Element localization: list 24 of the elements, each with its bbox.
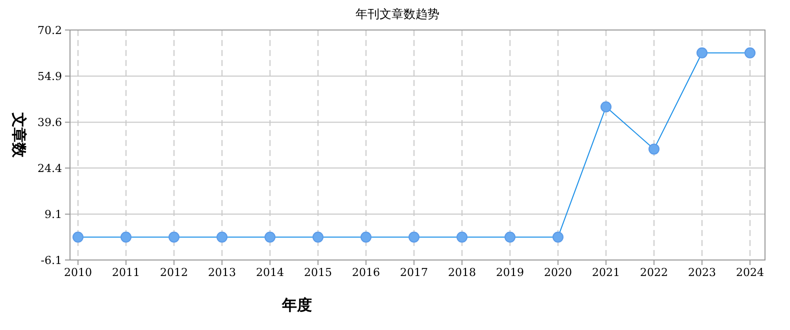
x-tick-label: 2021 bbox=[592, 266, 620, 279]
x-tick-label: 2012 bbox=[160, 266, 188, 279]
x-tick-label: 2018 bbox=[448, 266, 476, 279]
y-tick-label: 9.1 bbox=[44, 208, 62, 222]
x-tick-label: 2020 bbox=[544, 266, 572, 279]
y-tick-label: 70.2 bbox=[38, 24, 62, 37]
y-tick-label: -6.1 bbox=[40, 254, 62, 267]
x-tick-label: 2023 bbox=[688, 266, 716, 279]
x-tick-label: 2010 bbox=[64, 266, 92, 279]
x-tick-label: 2022 bbox=[640, 266, 668, 279]
x-tick-label: 2017 bbox=[400, 266, 428, 279]
x-tick-label: 2013 bbox=[208, 266, 236, 279]
x-axis-title: 年度 bbox=[281, 296, 312, 314]
y-tick-label: 24.4 bbox=[38, 162, 62, 175]
x-tick-label: 2014 bbox=[256, 266, 284, 279]
y-tick-label: 54.9 bbox=[38, 70, 62, 83]
x-tick-label: 2015 bbox=[304, 266, 332, 279]
x-tick-label: 2024 bbox=[736, 266, 764, 279]
x-tick-label: 2019 bbox=[496, 266, 524, 279]
x-tick-label: 2011 bbox=[112, 266, 140, 279]
x-tick-label: 2016 bbox=[352, 266, 380, 279]
y-axis-title: 文章数 bbox=[10, 112, 28, 158]
y-tick-label: 39.6 bbox=[38, 116, 62, 130]
chart-title: 年刊文章数趋势 bbox=[356, 7, 440, 21]
